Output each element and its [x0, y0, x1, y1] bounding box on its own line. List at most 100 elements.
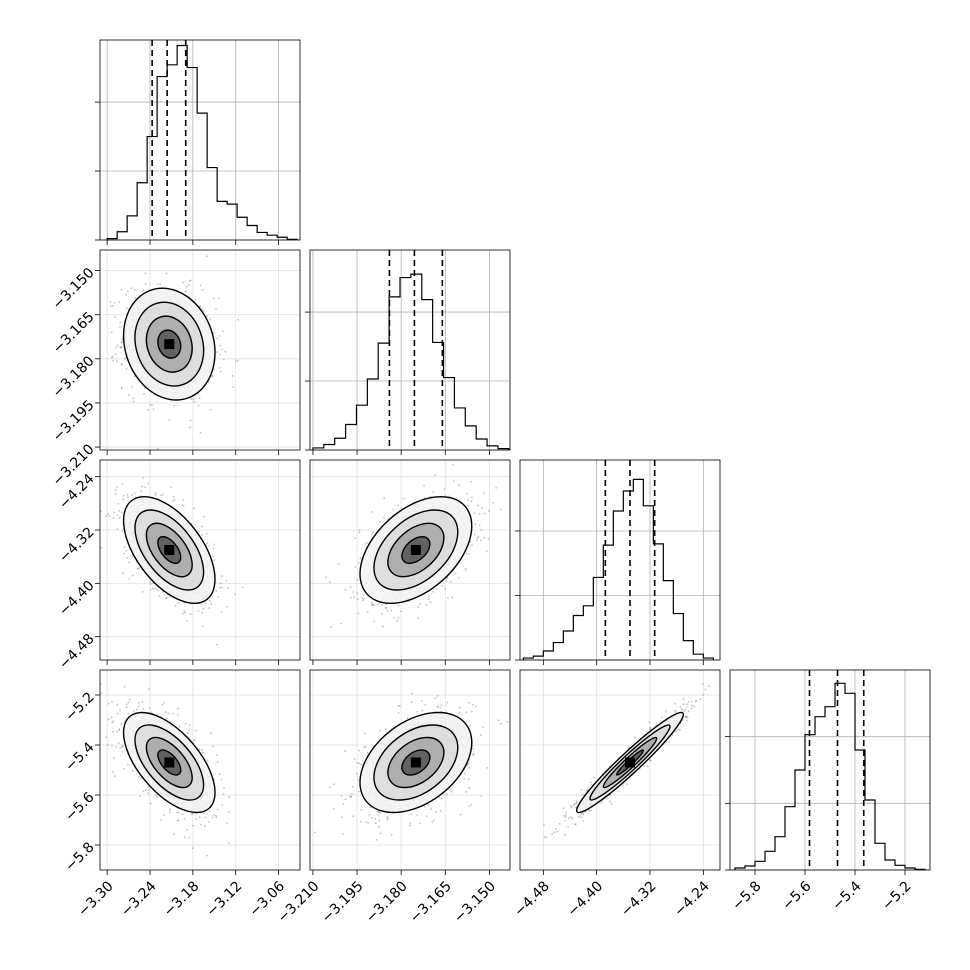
- sample-point: [436, 706, 439, 709]
- sample-point: [399, 610, 402, 613]
- sample-point: [234, 593, 236, 595]
- sample-point: [114, 489, 117, 492]
- sample-point: [152, 582, 154, 585]
- sample-point: [216, 808, 219, 811]
- density-peak: [164, 339, 175, 350]
- sample-point: [344, 588, 347, 591]
- sample-point: [226, 587, 229, 589]
- sample-point: [344, 798, 347, 801]
- x-tick-label: −3.195: [319, 878, 367, 926]
- sample-point: [133, 710, 135, 712]
- sample-point: [125, 293, 128, 296]
- sample-point: [349, 796, 352, 799]
- sample-point: [648, 721, 651, 723]
- sample-point: [463, 778, 465, 780]
- sample-point: [342, 803, 345, 805]
- sample-point: [131, 574, 134, 577]
- sample-point: [371, 816, 374, 819]
- sample-point: [211, 375, 214, 378]
- y-tick-label: −3.165: [50, 309, 98, 357]
- sample-point: [469, 541, 472, 544]
- sample-point: [165, 272, 168, 275]
- sample-point: [176, 811, 178, 814]
- sample-point: [201, 611, 204, 614]
- sample-point: [173, 498, 176, 501]
- sample-point: [116, 528, 119, 530]
- sample-point: [664, 710, 667, 712]
- sample-point: [215, 590, 218, 592]
- sample-point: [105, 515, 108, 517]
- sample-point: [116, 344, 119, 347]
- x-tick-label: −3.30: [75, 878, 117, 920]
- sample-point: [474, 705, 477, 708]
- sample-point: [545, 836, 548, 839]
- sample-point: [682, 703, 685, 706]
- sample-point: [363, 746, 366, 749]
- sample-point: [150, 711, 152, 714]
- sample-point: [134, 297, 137, 300]
- sample-point: [386, 818, 389, 821]
- sample-point: [140, 490, 143, 493]
- sample-point: [131, 769, 134, 772]
- sample-point: [402, 497, 405, 500]
- sample-point: [358, 762, 361, 765]
- density-peak: [164, 757, 175, 768]
- sample-point: [181, 813, 184, 816]
- sample-point: [427, 803, 430, 806]
- sample-point: [144, 283, 147, 286]
- sample-point: [374, 822, 377, 825]
- sample-point: [215, 816, 218, 819]
- density-contour: [373, 724, 459, 801]
- sample-point: [458, 711, 461, 714]
- sample-point: [376, 603, 379, 605]
- sample-point: [241, 586, 244, 589]
- y-tick-label: −5.4: [62, 739, 97, 774]
- sample-point: [209, 408, 212, 411]
- sample-point: [333, 783, 335, 786]
- sample-point: [212, 547, 215, 550]
- sample-point: [222, 358, 225, 361]
- sample-point: [449, 580, 452, 583]
- sample-point: [194, 739, 196, 742]
- sample-point: [354, 566, 357, 569]
- sample-point: [328, 581, 331, 583]
- sample-point: [123, 685, 126, 688]
- sample-point: [209, 810, 211, 813]
- sample-point: [135, 708, 138, 711]
- sample-point: [193, 400, 195, 403]
- sample-point: [121, 750, 124, 753]
- sample-point: [120, 387, 123, 390]
- sample-point: [495, 486, 497, 489]
- sample-point: [459, 813, 462, 816]
- sample-point: [121, 340, 123, 343]
- sample-point: [516, 454, 518, 456]
- sample-point: [349, 596, 352, 599]
- sample-point: [386, 610, 389, 612]
- sample-point: [116, 486, 118, 488]
- y-tick-label: −3.150: [50, 265, 98, 313]
- sample-point: [357, 779, 360, 782]
- sample-point: [112, 720, 115, 723]
- sample-point: [154, 494, 157, 496]
- panel-frame: [99, 459, 301, 661]
- sample-point: [506, 720, 509, 723]
- sample-point: [167, 712, 170, 715]
- sample-point: [235, 360, 237, 363]
- sample-point: [142, 476, 144, 479]
- sample-point: [163, 814, 165, 816]
- sample-point: [141, 485, 144, 488]
- sample-point: [133, 453, 135, 455]
- sample-point: [468, 761, 470, 764]
- sample-point: [116, 712, 119, 715]
- sample-point: [120, 363, 123, 366]
- sample-point: [192, 824, 194, 827]
- sample-point: [128, 561, 131, 564]
- panel-3-0: −5.8−5.6−5.4−5.2−3.30 −3.24 −3.18 −3.12 −3.0…: [62, 669, 301, 920]
- sample-point: [425, 603, 428, 606]
- sample-point: [609, 794, 612, 797]
- sample-point: [190, 398, 193, 401]
- sample-point: [694, 700, 697, 703]
- sample-point: [236, 359, 239, 362]
- panel-frame: [309, 459, 511, 661]
- sample-point: [144, 789, 147, 791]
